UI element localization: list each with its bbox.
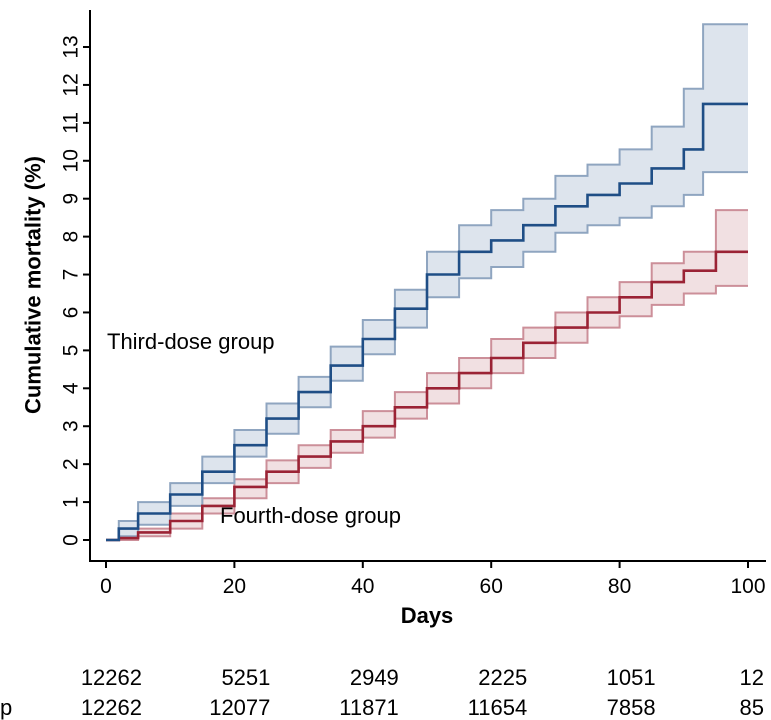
fourth-dose-ci-upper [106, 209, 748, 541]
x-tick-label-20: 20 [223, 575, 246, 598]
y-tick-label-0: 0 [59, 534, 82, 546]
x-axis-title: Days [401, 603, 454, 628]
risk-cell-1-4: 7858 [607, 695, 656, 720]
risk-cell-1-3: 11654 [468, 695, 528, 720]
risk-cell-0-5: 12 [740, 665, 764, 690]
y-tick-label-2: 2 [59, 458, 82, 470]
x-tick-label-0: 0 [100, 575, 112, 598]
y-tick-label-13: 13 [59, 35, 82, 58]
y-tick-label-1: 1 [59, 496, 82, 508]
risk-cell-0-2: 2949 [350, 665, 399, 690]
risk-cell-0-1: 5251 [221, 665, 270, 690]
x-tick-label-60: 60 [480, 575, 503, 598]
y-tick-label-3: 3 [59, 420, 82, 432]
risk-row-prefix-1: p [0, 695, 12, 720]
y-tick-label-9: 9 [59, 193, 82, 205]
fourth-dose-annotation: Fourth-dose group [220, 503, 401, 528]
y-tick-label-8: 8 [59, 231, 82, 243]
y-tick-label-4: 4 [59, 382, 82, 394]
third-dose-ci-lower [106, 171, 748, 541]
risk-cell-0-3: 2225 [478, 665, 527, 690]
x-tick-label-40: 40 [351, 575, 374, 598]
y-tick-label-6: 6 [59, 307, 82, 319]
risk-cell-0-4: 1051 [607, 665, 656, 690]
risk-cell-0-0: 12262 [81, 665, 142, 690]
risk-cell-1-0: 12262 [81, 695, 142, 720]
fourth-dose-line [106, 250, 748, 542]
y-tick-label-10: 10 [59, 149, 82, 172]
risk-cell-1-2: 11871 [339, 695, 399, 720]
series-lines [106, 102, 748, 542]
y-tick-label-5: 5 [59, 345, 82, 357]
third-dose-ci-upper [106, 23, 748, 541]
y-axis-title: Cumulative mortality (%) [21, 156, 46, 414]
third-dose-line [106, 102, 748, 542]
third-dose-annotation: Third-dose group [107, 329, 275, 354]
x-tick-label-100: 100 [730, 575, 765, 598]
y-tick-label-12: 12 [59, 73, 82, 96]
number-at-risk-table: 12262 5251 2949 2225 1051 12 p 12262 12077 11871 1… [0, 665, 764, 720]
risk-cell-1-1: 12077 [209, 695, 270, 720]
risk-cell-1-5: 85 [740, 695, 764, 720]
y-tick-label-11: 11 [59, 112, 82, 134]
x-tick-label-80: 80 [608, 575, 631, 598]
y-tick-label-7: 7 [59, 269, 82, 281]
